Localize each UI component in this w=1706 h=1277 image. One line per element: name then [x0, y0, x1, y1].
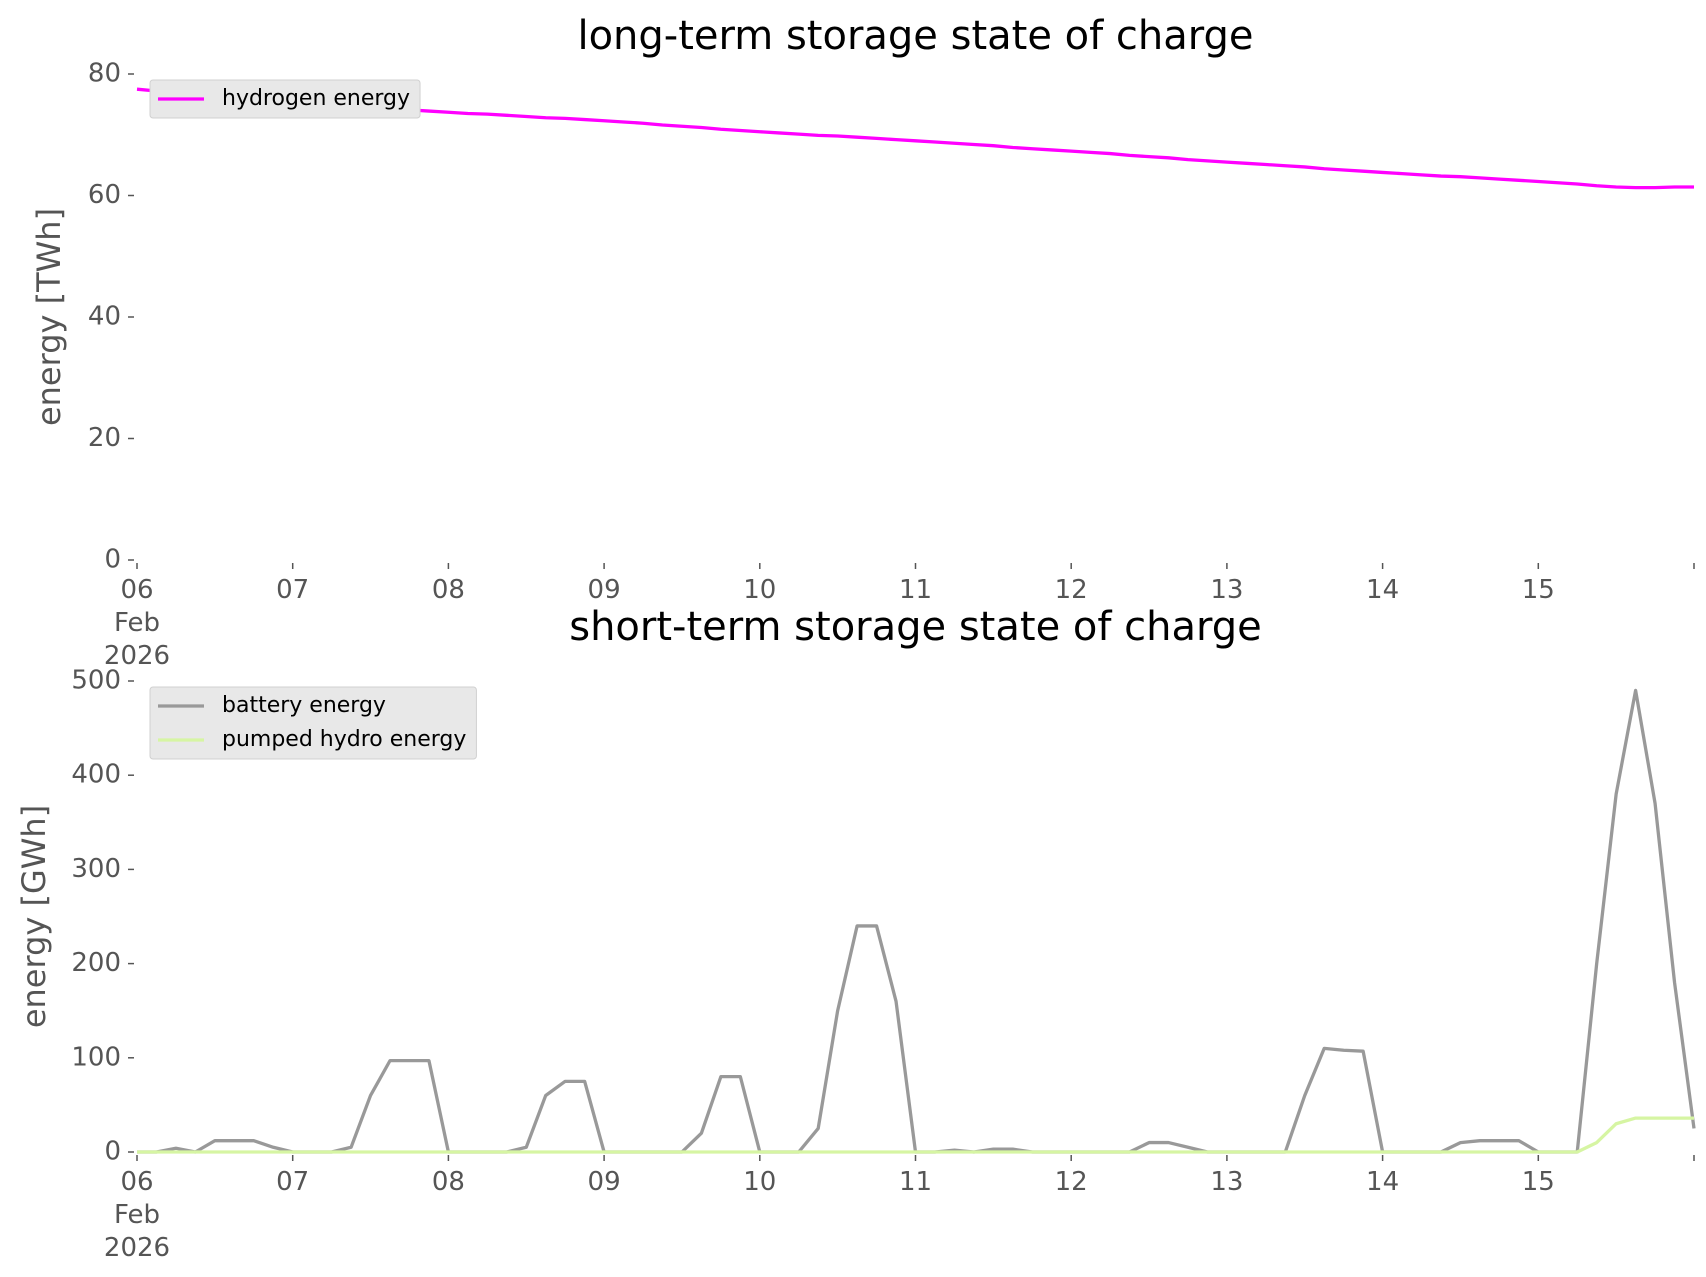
x-tick-label: 11	[898, 575, 933, 605]
y-tick-label: 0	[104, 545, 121, 575]
chart-title: short-term storage state of charge	[569, 604, 1262, 650]
x-tick-label: 10	[743, 575, 777, 605]
legend-label: hydrogen energy	[222, 86, 410, 111]
legend: hydrogen energy	[149, 79, 421, 119]
x-tick-label: 13	[1210, 1167, 1244, 1197]
x-tick-label: 15	[1521, 1167, 1555, 1197]
y-tick-label: 0	[104, 1137, 121, 1167]
y-tick-label: 100	[71, 1042, 121, 1072]
series-line	[137, 1116, 1694, 1154]
y-tick-label: 20	[88, 423, 121, 453]
x-tick-label: 07	[276, 1167, 310, 1197]
chart-title: long-term storage state of charge	[577, 13, 1253, 59]
x-tick-label: 12	[1054, 575, 1088, 605]
y-tick-label: 300	[71, 854, 121, 884]
series-line	[137, 688, 1696, 1154]
x-tick-label: 15	[1521, 575, 1555, 605]
y-axis-label: energy [GWh]	[15, 805, 53, 1028]
x-tick-label: 12	[1054, 1167, 1088, 1197]
legend-box	[149, 79, 421, 119]
y-tick-label: 40	[88, 302, 121, 332]
y-tick-label: 80	[88, 59, 121, 89]
legend-label: battery energy	[222, 693, 386, 718]
x-tick-label: 14	[1366, 575, 1400, 605]
y-tick-label: 500	[71, 666, 121, 696]
y-tick-label: 60	[88, 180, 121, 210]
x-tick-label: 09	[587, 1167, 621, 1197]
x-tick-label: 07	[276, 575, 310, 605]
legend-label: pumped hydro energy	[222, 727, 466, 752]
legend: battery energy pumped hydro energy	[149, 686, 477, 760]
y-axis-label: energy [TWh]	[30, 208, 68, 426]
x-tick-label: 10	[743, 1167, 777, 1197]
x-tick-label: 09	[587, 575, 621, 605]
legend-box	[149, 686, 477, 760]
x-tick-label: 13	[1210, 575, 1244, 605]
y-tick-label: 200	[71, 948, 121, 978]
x-tick-label: 08	[431, 1167, 465, 1197]
x-tick-label: 06 Feb 2026	[103, 575, 171, 671]
x-tick-label: 11	[898, 1167, 933, 1197]
x-tick-label: 14	[1366, 1167, 1400, 1197]
x-tick-label: 06 Feb 2026	[103, 1167, 171, 1263]
y-tick-label: 400	[71, 760, 121, 790]
x-tick-label: 08	[431, 575, 465, 605]
